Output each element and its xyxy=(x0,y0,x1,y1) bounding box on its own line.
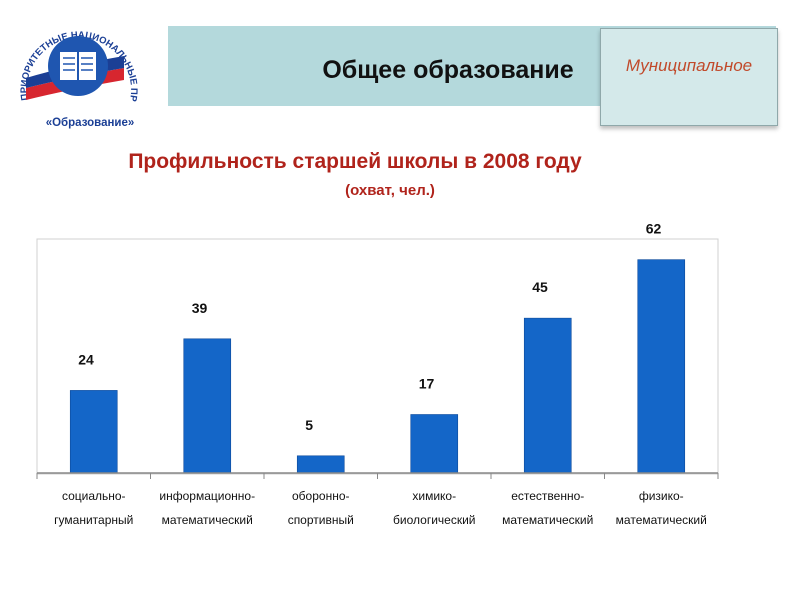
data-label: 5 xyxy=(305,417,313,433)
x-tick-label: естественно- xyxy=(511,489,584,503)
bar xyxy=(183,338,232,474)
data-label: 24 xyxy=(78,351,94,367)
data-label: 39 xyxy=(192,300,208,316)
logo: ПРИОРИТЕТНЫЕ НАЦИОНАЛЬНЫЕ ПРОЕКТЫ «Образ… xyxy=(6,8,139,129)
x-tick-label: социально- xyxy=(62,489,126,503)
x-tick-label: химико- xyxy=(412,489,456,503)
data-label: 17 xyxy=(419,376,435,392)
x-tick-label: физико- xyxy=(639,489,684,503)
x-tick-label: математический xyxy=(616,513,707,527)
bar xyxy=(523,317,572,474)
chart-subtitle: (охват, чел.) xyxy=(345,182,435,199)
x-tick-label: математический xyxy=(162,513,253,527)
bar xyxy=(410,414,459,474)
bar xyxy=(637,259,686,474)
x-tick-label: гуманитарный xyxy=(54,513,133,527)
municipal-badge xyxy=(600,28,778,126)
plot-area xyxy=(36,238,719,475)
data-label: 62 xyxy=(646,221,662,237)
chart-title: Профильность старшей школы в 2008 году xyxy=(128,150,582,173)
data-label: 45 xyxy=(532,279,548,295)
x-tick-label: биологический xyxy=(393,513,475,527)
x-tick-label: математический xyxy=(502,513,593,527)
x-tick-label: спортивный xyxy=(288,513,354,527)
x-tick-label: оборонно- xyxy=(292,489,350,503)
bar xyxy=(296,455,345,474)
bar xyxy=(69,390,118,474)
x-tick-label: информационно- xyxy=(159,489,255,503)
municipal-badge-label: Муниципальное xyxy=(625,56,753,75)
logo-caption: «Образование» xyxy=(46,117,135,129)
page-title: Общее образование xyxy=(322,56,574,84)
